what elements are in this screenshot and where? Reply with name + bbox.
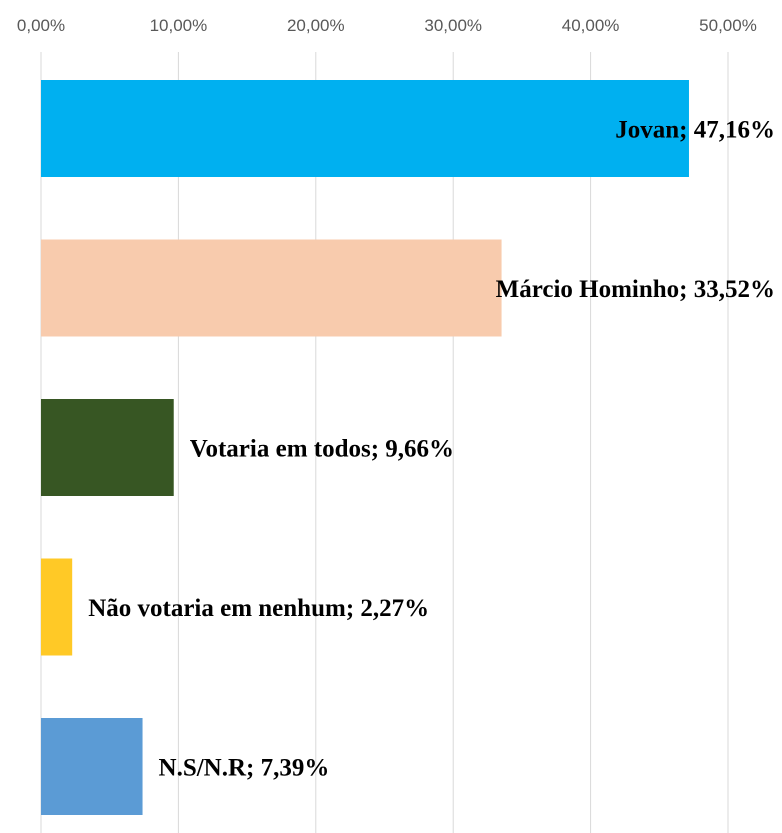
data-labels: Jovan; 47,16% Márcio Hominho; 33,52% Votar… — [88, 117, 775, 782]
x-tick-label: 0,00% — [17, 16, 65, 35]
data-label: Jovan; 47,16% — [615, 117, 775, 144]
data-label: N.S/N.R; 7,39% — [159, 755, 330, 782]
data-label: Márcio Hominho; 33,52% — [496, 276, 775, 303]
x-tick-label: 20,00% — [287, 16, 345, 35]
bar — [41, 718, 143, 815]
x-tick-label: 10,00% — [150, 16, 208, 35]
bar — [41, 558, 73, 656]
data-label: Votaria em todos; 9,66% — [190, 436, 454, 463]
x-axis-ticks: 0,00% 10,00% 20,00% 30,00% 40,00% 50,00% — [17, 16, 757, 35]
x-tick-label: 30,00% — [424, 16, 482, 35]
bar — [41, 239, 502, 337]
x-tick-label: 50,00% — [699, 16, 757, 35]
gridlines — [40, 52, 729, 833]
bar — [41, 80, 689, 177]
data-label: Não votaria em nenhum; 2,27% — [88, 595, 429, 622]
x-tick-label: 40,00% — [562, 16, 620, 35]
bar — [41, 399, 174, 496]
bars — [41, 80, 689, 815]
